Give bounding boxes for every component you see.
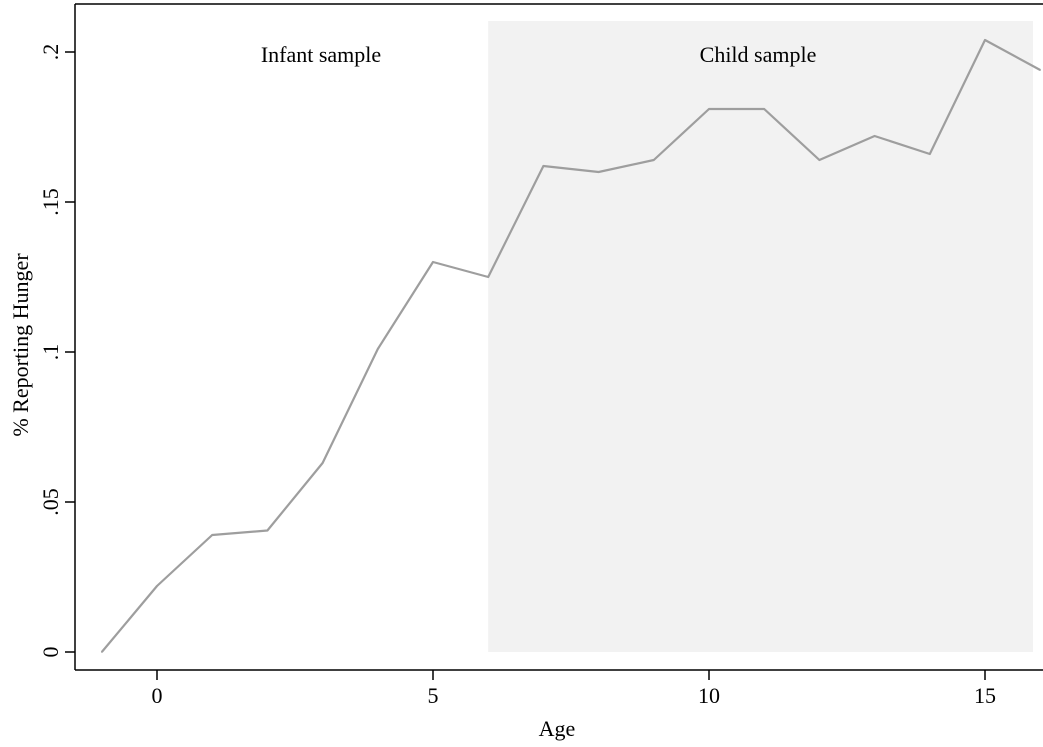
data-point [708,108,710,110]
y-tick-label: 0 [38,647,63,658]
data-point [763,108,765,110]
region-child-sample [488,21,1033,652]
region-labels: Infant sample Child sample [261,42,817,67]
x-tick-label: 10 [698,683,720,708]
series-layer [100,38,1041,653]
x-tick-label: 15 [974,683,996,708]
data-point [542,165,545,167]
x-ticks: 0 5 10 15 [152,670,996,708]
y-tick-label: .15 [38,188,63,216]
y-tick-label: .1 [38,344,63,361]
data-point [873,135,876,137]
data-point [929,153,931,155]
data-point [321,462,324,464]
data-point [487,276,490,278]
data-point [818,159,821,161]
y-ticks: 0 .05 .1 .15 .2 [38,44,75,658]
data-point [211,534,213,536]
data-point [101,651,103,653]
x-tick-label: 5 [428,683,439,708]
data-point [432,261,434,263]
data-point [653,159,655,161]
x-axis-title: Age [539,716,576,741]
data-point [266,529,269,532]
sample-regions [488,21,1033,652]
y-axis-title: % Reporting Hunger [8,253,33,437]
axes [74,3,1043,671]
y-tick-label: .05 [38,488,63,516]
data-point [597,171,600,173]
x-tick-label: 0 [152,683,163,708]
data-point [377,348,379,350]
region-label-child-sample: Child sample [700,42,817,67]
data-point [984,39,986,41]
data-point [156,585,158,587]
y-tick-label: .2 [38,44,63,61]
series-line [100,38,1041,653]
data-point [1039,69,1041,71]
region-label-infant-sample: Infant sample [261,42,381,67]
